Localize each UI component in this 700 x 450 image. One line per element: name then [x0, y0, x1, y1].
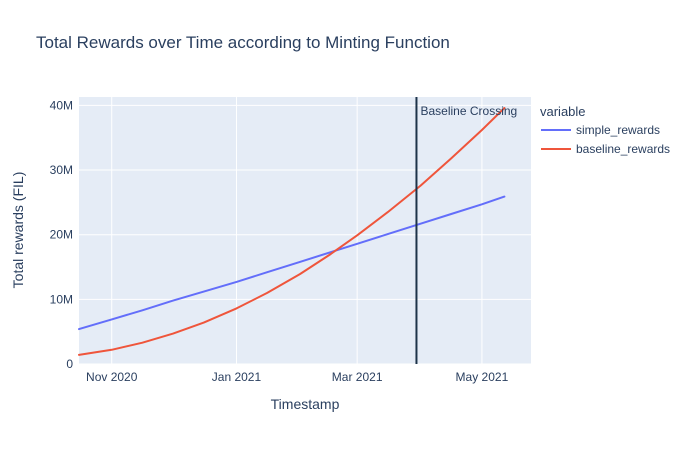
chart-title: Total Rewards over Time according to Min…	[36, 33, 450, 52]
legend-item-simple-rewards[interactable]: simple_rewards	[541, 123, 660, 137]
y-tick-label: 20M	[50, 228, 73, 242]
legend: variable simple_rewards baseline_rewards	[540, 104, 670, 156]
x-tick-label: Mar 2021	[332, 370, 383, 384]
legend-title: variable	[540, 104, 586, 119]
x-tick-label: May 2021	[456, 370, 509, 384]
legend-item-baseline-rewards[interactable]: baseline_rewards	[541, 142, 670, 156]
series-line-simple_rewards[interactable]	[78, 195, 506, 331]
legend-label-simple-rewards[interactable]: simple_rewards	[576, 123, 660, 137]
traces	[78, 107, 506, 356]
y-tick-label: 30M	[50, 163, 73, 177]
legend-label-baseline-rewards[interactable]: baseline_rewards	[576, 142, 670, 156]
x-axis-title: Timestamp	[271, 396, 340, 412]
y-tick-label: 0	[66, 357, 73, 371]
x-tick-label: Nov 2020	[86, 370, 138, 384]
gridlines	[79, 97, 531, 365]
y-axis-title: Total rewards (FIL)	[10, 172, 26, 289]
x-tick-label: Jan 2021	[212, 370, 262, 384]
baseline-crossing-annotation: Baseline Crossing	[421, 104, 518, 118]
plot-area[interactable]	[79, 97, 531, 364]
y-tick-label: 40M	[50, 98, 73, 112]
series-line-baseline_rewards[interactable]	[78, 107, 506, 356]
y-tick-label: 10M	[50, 292, 73, 306]
tick-labels: Nov 2020 Jan 2021 Mar 2021 May 2021 0 10M 20M 3…	[50, 98, 509, 384]
